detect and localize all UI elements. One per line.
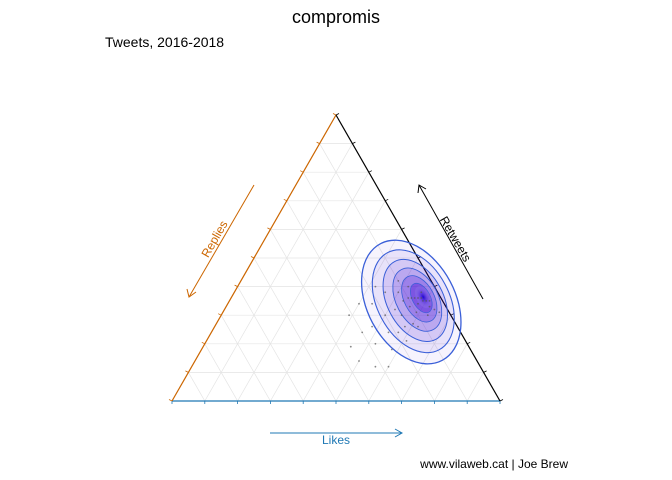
retweets-axis-arrow (417, 184, 484, 300)
replies-tick (218, 313, 222, 316)
tweet-point (361, 331, 364, 334)
tweet-point (402, 300, 405, 302)
grid-line (270, 200, 386, 402)
tweet-point (349, 345, 352, 348)
replies-tick (168, 399, 173, 402)
grid-line (302, 172, 435, 402)
tweet-point (407, 285, 410, 288)
tweet-point (374, 365, 377, 368)
tweet-point (400, 314, 403, 317)
tweet-point (415, 311, 418, 314)
grid-line (286, 200, 402, 402)
axis-ticks (168, 113, 504, 404)
tweet-point (358, 360, 360, 362)
tweet-point (420, 291, 423, 294)
replies-tick (201, 341, 205, 345)
tweet-point (428, 305, 431, 308)
retweets-tick (401, 227, 405, 230)
tweet-point (348, 314, 350, 317)
retweets-tick (352, 141, 356, 144)
tweet-point (417, 325, 419, 328)
tweet-point (417, 297, 419, 299)
grid-line (220, 315, 271, 402)
tweet-point (394, 308, 396, 311)
tweet-point (358, 302, 360, 305)
tweet-point (397, 280, 400, 282)
likes-axis-arrow (270, 428, 404, 438)
tweet-point (374, 285, 377, 288)
tweet-point (404, 325, 406, 328)
density-contour (371, 249, 455, 354)
retweets-tick (434, 284, 438, 287)
chart-title: compromis (292, 7, 380, 27)
tweet-point (410, 297, 413, 299)
tweet-point (390, 348, 393, 351)
density-contours (360, 239, 462, 365)
grid-line (466, 372, 484, 402)
retweets-tick (483, 370, 487, 373)
likes-axis-label: Likes (322, 433, 350, 447)
tweet-point (384, 291, 387, 294)
tweet-points (348, 280, 441, 368)
tweet-point (408, 305, 411, 308)
density-core (414, 285, 432, 309)
tweet-point (428, 300, 431, 302)
tweet-point (397, 331, 400, 334)
tweet-point (387, 331, 390, 334)
replies-tick (316, 141, 320, 144)
grid-line (237, 286, 304, 402)
retweets-axis-label: Retweets (437, 214, 474, 264)
chart-caption: www.vilaweb.cat | Joe Brew (419, 457, 568, 471)
tweet-point (420, 297, 423, 299)
tweet-point (387, 365, 390, 368)
tweet-point (433, 308, 436, 311)
grid-line (204, 343, 238, 402)
replies-tick (332, 113, 337, 116)
tweet-point (371, 325, 373, 328)
tweet-point (426, 314, 429, 317)
tweet-point (438, 311, 441, 314)
retweets-tick (368, 170, 372, 173)
replies-axis-arrow (186, 184, 255, 298)
tweet-point (417, 302, 419, 305)
tweet-point (412, 322, 414, 325)
tweet-point (371, 302, 373, 305)
retweets-tick (450, 313, 454, 316)
grid-line (270, 229, 370, 402)
tweet-point (425, 300, 428, 302)
tweet-point (397, 291, 400, 294)
replies-tick (234, 284, 238, 287)
replies-tick (300, 170, 304, 173)
grid-line (188, 372, 206, 402)
tweet-point (413, 297, 416, 299)
replies-tick (267, 227, 271, 230)
retweets-tick (499, 399, 504, 402)
retweets-tick (467, 341, 471, 345)
chart-subtitle: Tweets, 2016-2018 (105, 34, 224, 50)
tweet-point (374, 342, 377, 345)
grid-line (253, 257, 337, 402)
grid-line (401, 315, 452, 402)
tweet-point (405, 340, 408, 342)
tweet-point (407, 297, 410, 299)
replies-tick (283, 198, 287, 202)
retweets-tick (335, 113, 340, 116)
tweet-point (422, 300, 424, 302)
grid-line (319, 143, 468, 402)
replies-tick (185, 370, 189, 373)
tweet-point (384, 314, 387, 317)
replies-tick (250, 256, 255, 259)
grid-line (204, 143, 353, 402)
retweets-tick (385, 198, 389, 202)
